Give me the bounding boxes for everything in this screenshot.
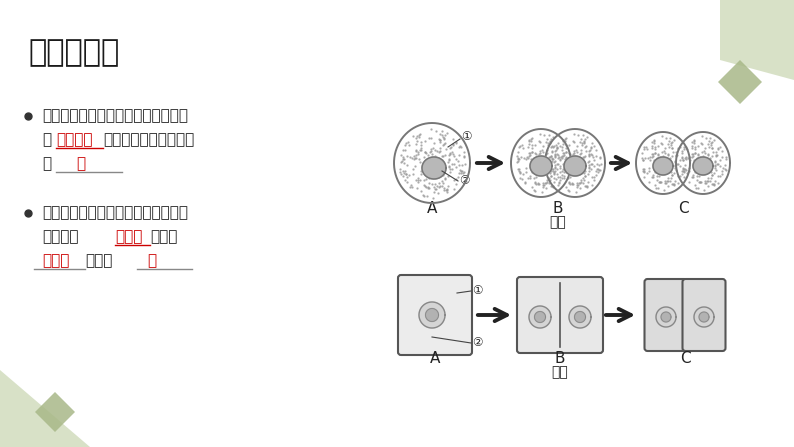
FancyBboxPatch shape bbox=[683, 279, 726, 351]
Text: 。如图: 。如图 bbox=[86, 253, 113, 268]
Text: 细胞的分裂: 细胞的分裂 bbox=[28, 38, 119, 67]
Polygon shape bbox=[694, 307, 714, 327]
Text: ①: ① bbox=[461, 131, 472, 143]
Text: C: C bbox=[680, 351, 690, 366]
Text: C: C bbox=[678, 201, 688, 216]
FancyBboxPatch shape bbox=[398, 275, 472, 355]
Text: ，缢裂为两个细胞。如: ，缢裂为两个细胞。如 bbox=[103, 132, 195, 147]
Text: 部: 部 bbox=[42, 132, 51, 147]
Text: 图乙: 图乙 bbox=[552, 365, 569, 379]
Text: ②: ② bbox=[472, 337, 483, 350]
Polygon shape bbox=[720, 0, 794, 80]
Polygon shape bbox=[661, 312, 671, 322]
Text: B: B bbox=[553, 201, 563, 216]
Text: 若是植物细胞，则在原来的细胞中央: 若是植物细胞，则在原来的细胞中央 bbox=[42, 205, 188, 220]
Polygon shape bbox=[35, 392, 75, 432]
Polygon shape bbox=[419, 302, 445, 328]
Text: ①: ① bbox=[472, 284, 483, 298]
Text: 形成新的: 形成新的 bbox=[42, 229, 79, 244]
Text: A: A bbox=[430, 351, 440, 366]
Polygon shape bbox=[0, 370, 90, 447]
Polygon shape bbox=[699, 312, 709, 322]
Text: 图甲: 图甲 bbox=[549, 215, 566, 229]
FancyBboxPatch shape bbox=[645, 279, 688, 351]
Text: 图: 图 bbox=[42, 156, 51, 171]
Text: 和新的: 和新的 bbox=[150, 229, 178, 244]
Text: 如果是动物细胞，细胞膜从细胞的中: 如果是动物细胞，细胞膜从细胞的中 bbox=[42, 108, 188, 123]
Text: A: A bbox=[427, 201, 437, 216]
Polygon shape bbox=[564, 156, 586, 176]
Polygon shape bbox=[422, 157, 446, 179]
Text: 细胞壁: 细胞壁 bbox=[42, 253, 69, 268]
Polygon shape bbox=[575, 312, 585, 322]
Polygon shape bbox=[534, 312, 545, 322]
Polygon shape bbox=[718, 60, 762, 104]
Text: ②: ② bbox=[459, 174, 469, 187]
Polygon shape bbox=[653, 157, 673, 175]
Text: 甲: 甲 bbox=[76, 156, 85, 171]
Text: B: B bbox=[555, 351, 565, 366]
Text: 乙: 乙 bbox=[148, 253, 156, 268]
Text: 向内凹陷: 向内凹陷 bbox=[56, 132, 92, 147]
FancyBboxPatch shape bbox=[517, 277, 603, 353]
Polygon shape bbox=[529, 306, 551, 328]
Polygon shape bbox=[656, 307, 676, 327]
Polygon shape bbox=[569, 306, 591, 328]
Polygon shape bbox=[426, 308, 438, 321]
Text: 细胞膜: 细胞膜 bbox=[115, 229, 142, 244]
Polygon shape bbox=[693, 157, 713, 175]
Polygon shape bbox=[530, 156, 552, 176]
